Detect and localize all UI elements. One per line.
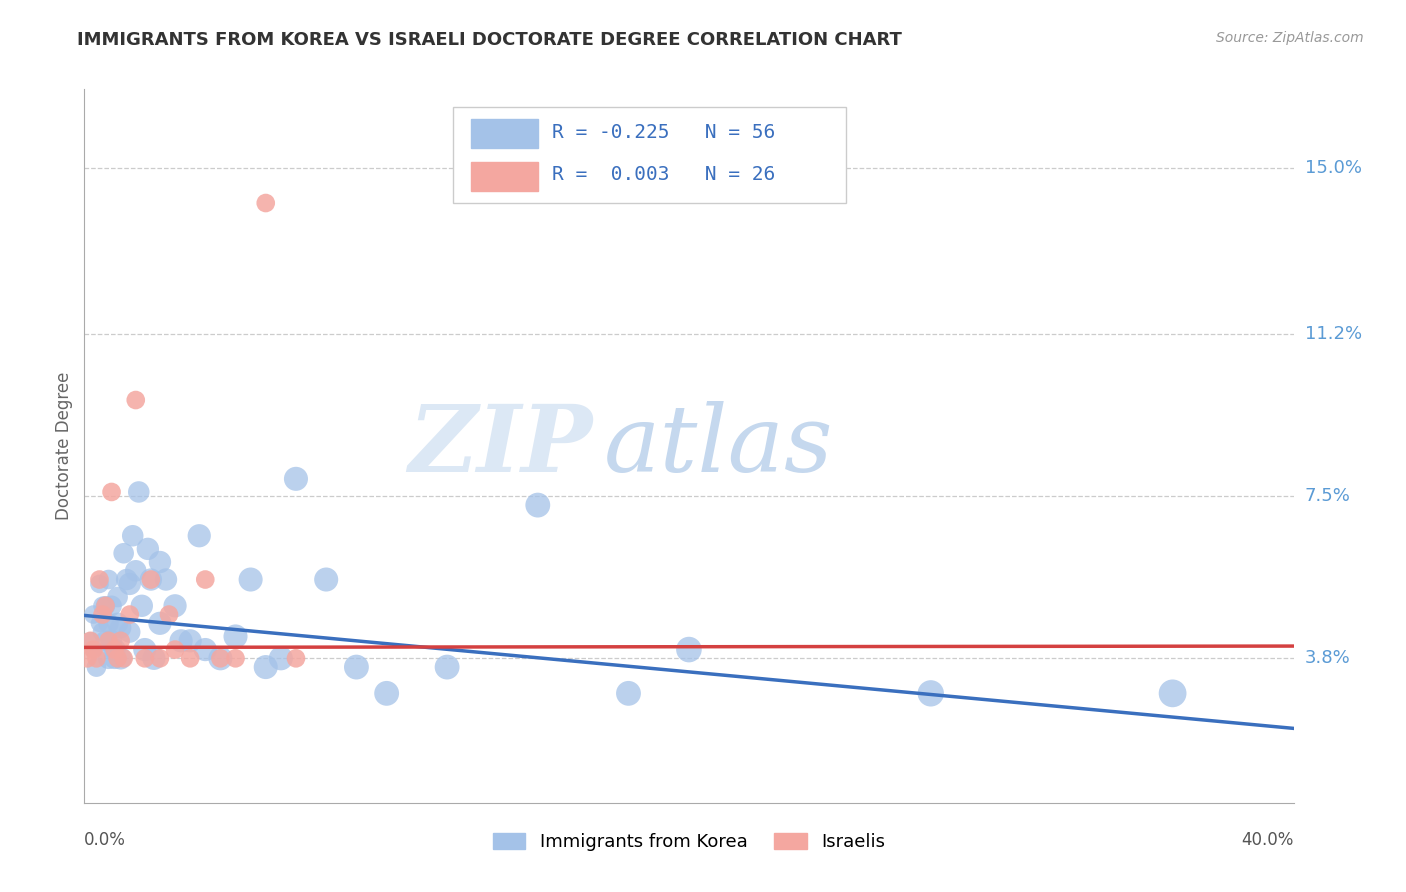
Text: 0.0%: 0.0% [84,831,127,849]
Point [89,573,111,587]
Text: IMMIGRANTS FROM KOREA VS ISRAELI DOCTORATE DEGREE CORRELATION CHART: IMMIGRANTS FROM KOREA VS ISRAELI DOCTORA… [77,31,903,49]
Point [94,599,117,613]
Point [149,555,172,569]
Point [82,607,104,622]
Point [134,642,156,657]
Point [125,392,148,407]
Point [86,651,108,665]
Bar [471,120,538,148]
Point [86,660,108,674]
Point [136,541,159,556]
Point [100,485,122,500]
Point [134,651,156,665]
Point [112,546,135,560]
Point [104,642,127,657]
Point [170,633,193,648]
Point [155,573,177,587]
Point [194,573,217,587]
Point [375,686,398,700]
Point [76,651,98,665]
Text: R =  0.003   N = 26: R = 0.003 N = 26 [553,165,776,185]
Point [112,651,135,665]
Point [104,651,127,665]
Point [118,607,141,622]
Text: 11.2%: 11.2% [1305,326,1362,343]
Point [131,599,153,613]
Point [285,651,308,665]
Text: 3.8%: 3.8% [1305,649,1350,667]
Text: atlas: atlas [605,401,834,491]
Text: Source: ZipAtlas.com: Source: ZipAtlas.com [1216,31,1364,45]
Point [89,577,111,591]
Point [225,651,247,665]
Point [118,577,141,591]
Point [527,498,550,512]
Point [104,642,127,657]
Point [678,642,700,657]
Point [128,485,150,500]
Point [165,599,187,613]
Point [110,633,132,648]
Y-axis label: Doctorate Degree: Doctorate Degree [55,372,73,520]
Point [100,633,122,648]
Point [209,651,232,665]
Point [139,573,162,587]
FancyBboxPatch shape [453,107,846,203]
Point [115,573,138,587]
Point [91,607,114,622]
Point [118,625,141,640]
Point [239,573,262,587]
Point [107,616,129,631]
Point [107,590,129,604]
Point [254,660,277,674]
Point [100,599,122,613]
Point [179,651,201,665]
Point [91,599,114,613]
Point [97,633,120,648]
Text: 7.5%: 7.5% [1305,487,1351,506]
Point [97,651,120,665]
Point [97,573,120,587]
Point [94,599,117,613]
Point [91,625,114,640]
Point [110,621,132,635]
Point [89,616,111,631]
Point [209,651,232,665]
Point [149,651,172,665]
Point [82,642,104,657]
Point [285,472,308,486]
Point [617,686,640,700]
Text: 40.0%: 40.0% [1241,831,1294,849]
Point [1161,686,1184,700]
Point [110,651,132,665]
Point [94,633,117,648]
Point [97,616,120,631]
Point [121,529,143,543]
Point [225,629,247,643]
Point [346,660,368,674]
Point [165,642,187,657]
Point [125,564,148,578]
Point [194,642,217,657]
Point [157,607,180,622]
Point [315,573,337,587]
Point [436,660,458,674]
Text: 15.0%: 15.0% [1305,159,1361,177]
Point [79,633,101,648]
Bar [471,162,538,191]
Text: ZIP: ZIP [408,401,592,491]
Point [139,573,162,587]
Text: R = -0.225   N = 56: R = -0.225 N = 56 [553,122,776,142]
Point [188,529,211,543]
Point [179,633,201,648]
Point [82,642,104,657]
Point [149,616,172,631]
Legend: Immigrants from Korea, Israelis: Immigrants from Korea, Israelis [485,825,893,858]
Point [79,633,101,648]
Point [142,651,165,665]
Point [270,651,292,665]
Point [920,686,942,700]
Point [254,196,277,211]
Point [107,651,129,665]
